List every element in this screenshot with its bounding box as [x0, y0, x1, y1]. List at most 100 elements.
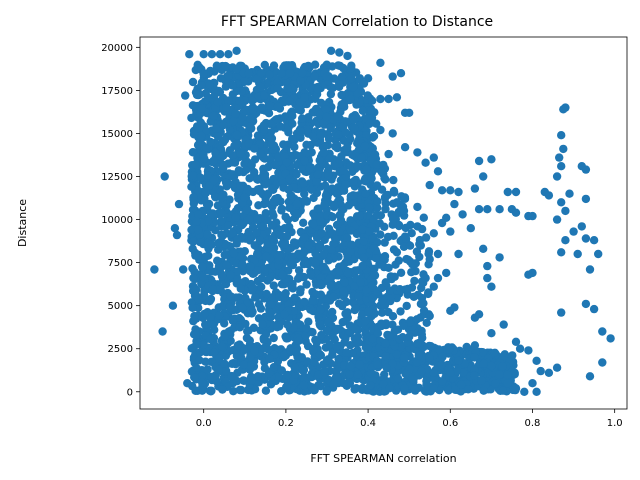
- scatter-point: [234, 167, 243, 177]
- scatter-point: [325, 274, 334, 283]
- scatter-point: [425, 353, 434, 363]
- scatter-point: [215, 50, 225, 59]
- scatter-point: [405, 108, 414, 118]
- scatter-point: [300, 297, 309, 307]
- scatter-point: [188, 303, 197, 312]
- scatter-point: [209, 348, 219, 358]
- scatter-point: [324, 170, 333, 180]
- scatter-point: [226, 270, 235, 280]
- scatter-point: [349, 177, 358, 186]
- scatter-point: [222, 261, 231, 270]
- scatter-point: [347, 63, 356, 73]
- scatter-point: [343, 143, 352, 152]
- scatter-point: [246, 262, 255, 271]
- scatter-point: [528, 379, 537, 388]
- scatter-point: [256, 82, 266, 92]
- scatter-point: [315, 156, 324, 165]
- scatter-point: [203, 202, 212, 211]
- scatter-point: [322, 60, 331, 69]
- scatter-point: [343, 233, 352, 242]
- y-axis: 0 2500 5000 7500 10000 12500 15000 17500 20000: [101, 43, 140, 398]
- scatter-point: [351, 304, 360, 313]
- scatter-point: [377, 167, 386, 177]
- scatter-point: [168, 301, 178, 310]
- scatter-point: [292, 170, 301, 179]
- scatter-point: [192, 340, 201, 349]
- scatter-point: [188, 148, 198, 157]
- scatter-point: [402, 301, 411, 311]
- scatter-point: [515, 344, 525, 353]
- scatter-point: [261, 386, 271, 395]
- scatter-point: [205, 386, 215, 395]
- scatter-point: [589, 304, 599, 314]
- scatter-point: [196, 118, 206, 127]
- scatter-point: [407, 268, 416, 277]
- scatter-point: [459, 368, 468, 377]
- scatter-point: [286, 259, 295, 268]
- scatter-point: [429, 229, 438, 238]
- scatter-point: [470, 353, 479, 362]
- scatter-point: [343, 117, 352, 127]
- scatter-point: [229, 249, 238, 258]
- scatter-point: [327, 245, 336, 254]
- scatter-point: [357, 153, 366, 162]
- scatter-point: [324, 134, 334, 144]
- scatter-point: [283, 84, 292, 93]
- y-axis-label: Distance: [16, 199, 29, 247]
- scatter-point: [290, 142, 299, 152]
- y-tick-label: 2500: [108, 344, 133, 355]
- scatter-point: [301, 196, 310, 205]
- scatter-point: [320, 200, 329, 209]
- scatter-point: [260, 173, 270, 182]
- scatter-point: [483, 261, 492, 271]
- scatter-point: [326, 46, 336, 55]
- scatter-point: [237, 353, 246, 363]
- scatter-point: [283, 320, 292, 329]
- scatter-point: [487, 282, 496, 291]
- scatter-point: [269, 333, 278, 343]
- scatter-point: [259, 335, 269, 345]
- scatter-point: [231, 213, 241, 222]
- scatter-point: [222, 103, 231, 112]
- y-tick-label: 17500: [101, 86, 133, 97]
- scatter-point: [238, 260, 247, 269]
- scatter-point: [213, 132, 222, 141]
- scatter-point: [380, 238, 389, 247]
- scatter-point: [224, 221, 233, 230]
- scatter-point: [219, 120, 228, 130]
- scatter-point: [544, 368, 554, 377]
- scatter-point: [495, 205, 504, 214]
- scatter-point: [345, 370, 354, 379]
- scatter-point: [479, 386, 488, 395]
- scatter-point: [528, 211, 537, 221]
- scatter-point: [407, 229, 416, 238]
- scatter-point: [256, 149, 265, 158]
- scatter-point: [233, 235, 242, 244]
- scatter-point: [498, 386, 508, 395]
- scatter-point: [272, 323, 282, 332]
- scatter-point: [236, 284, 245, 293]
- scatter-point: [236, 149, 245, 158]
- scatter-point: [250, 241, 259, 250]
- scatter-point: [346, 94, 355, 104]
- scatter-point: [199, 340, 208, 350]
- scatter-point: [437, 377, 447, 386]
- scatter-point: [315, 319, 324, 328]
- scatter-point: [192, 217, 201, 226]
- scatter-point: [401, 223, 410, 233]
- scatter-point: [581, 299, 591, 309]
- scatter-point: [276, 122, 285, 131]
- scatter-point: [160, 172, 169, 181]
- scatter-point: [255, 236, 265, 245]
- x-axis: 0.0 0.2 0.4 0.6 0.8 1.0: [196, 409, 623, 429]
- scatter-point: [262, 289, 271, 299]
- scatter-point: [333, 112, 342, 121]
- scatter-point: [524, 346, 533, 355]
- scatter-point: [446, 186, 455, 195]
- scatter-point: [218, 385, 227, 394]
- scatter-point: [317, 98, 326, 108]
- scatter-point: [225, 146, 235, 155]
- scatter-point: [229, 117, 238, 126]
- scatter-point: [339, 378, 348, 388]
- scatter-point: [200, 154, 209, 163]
